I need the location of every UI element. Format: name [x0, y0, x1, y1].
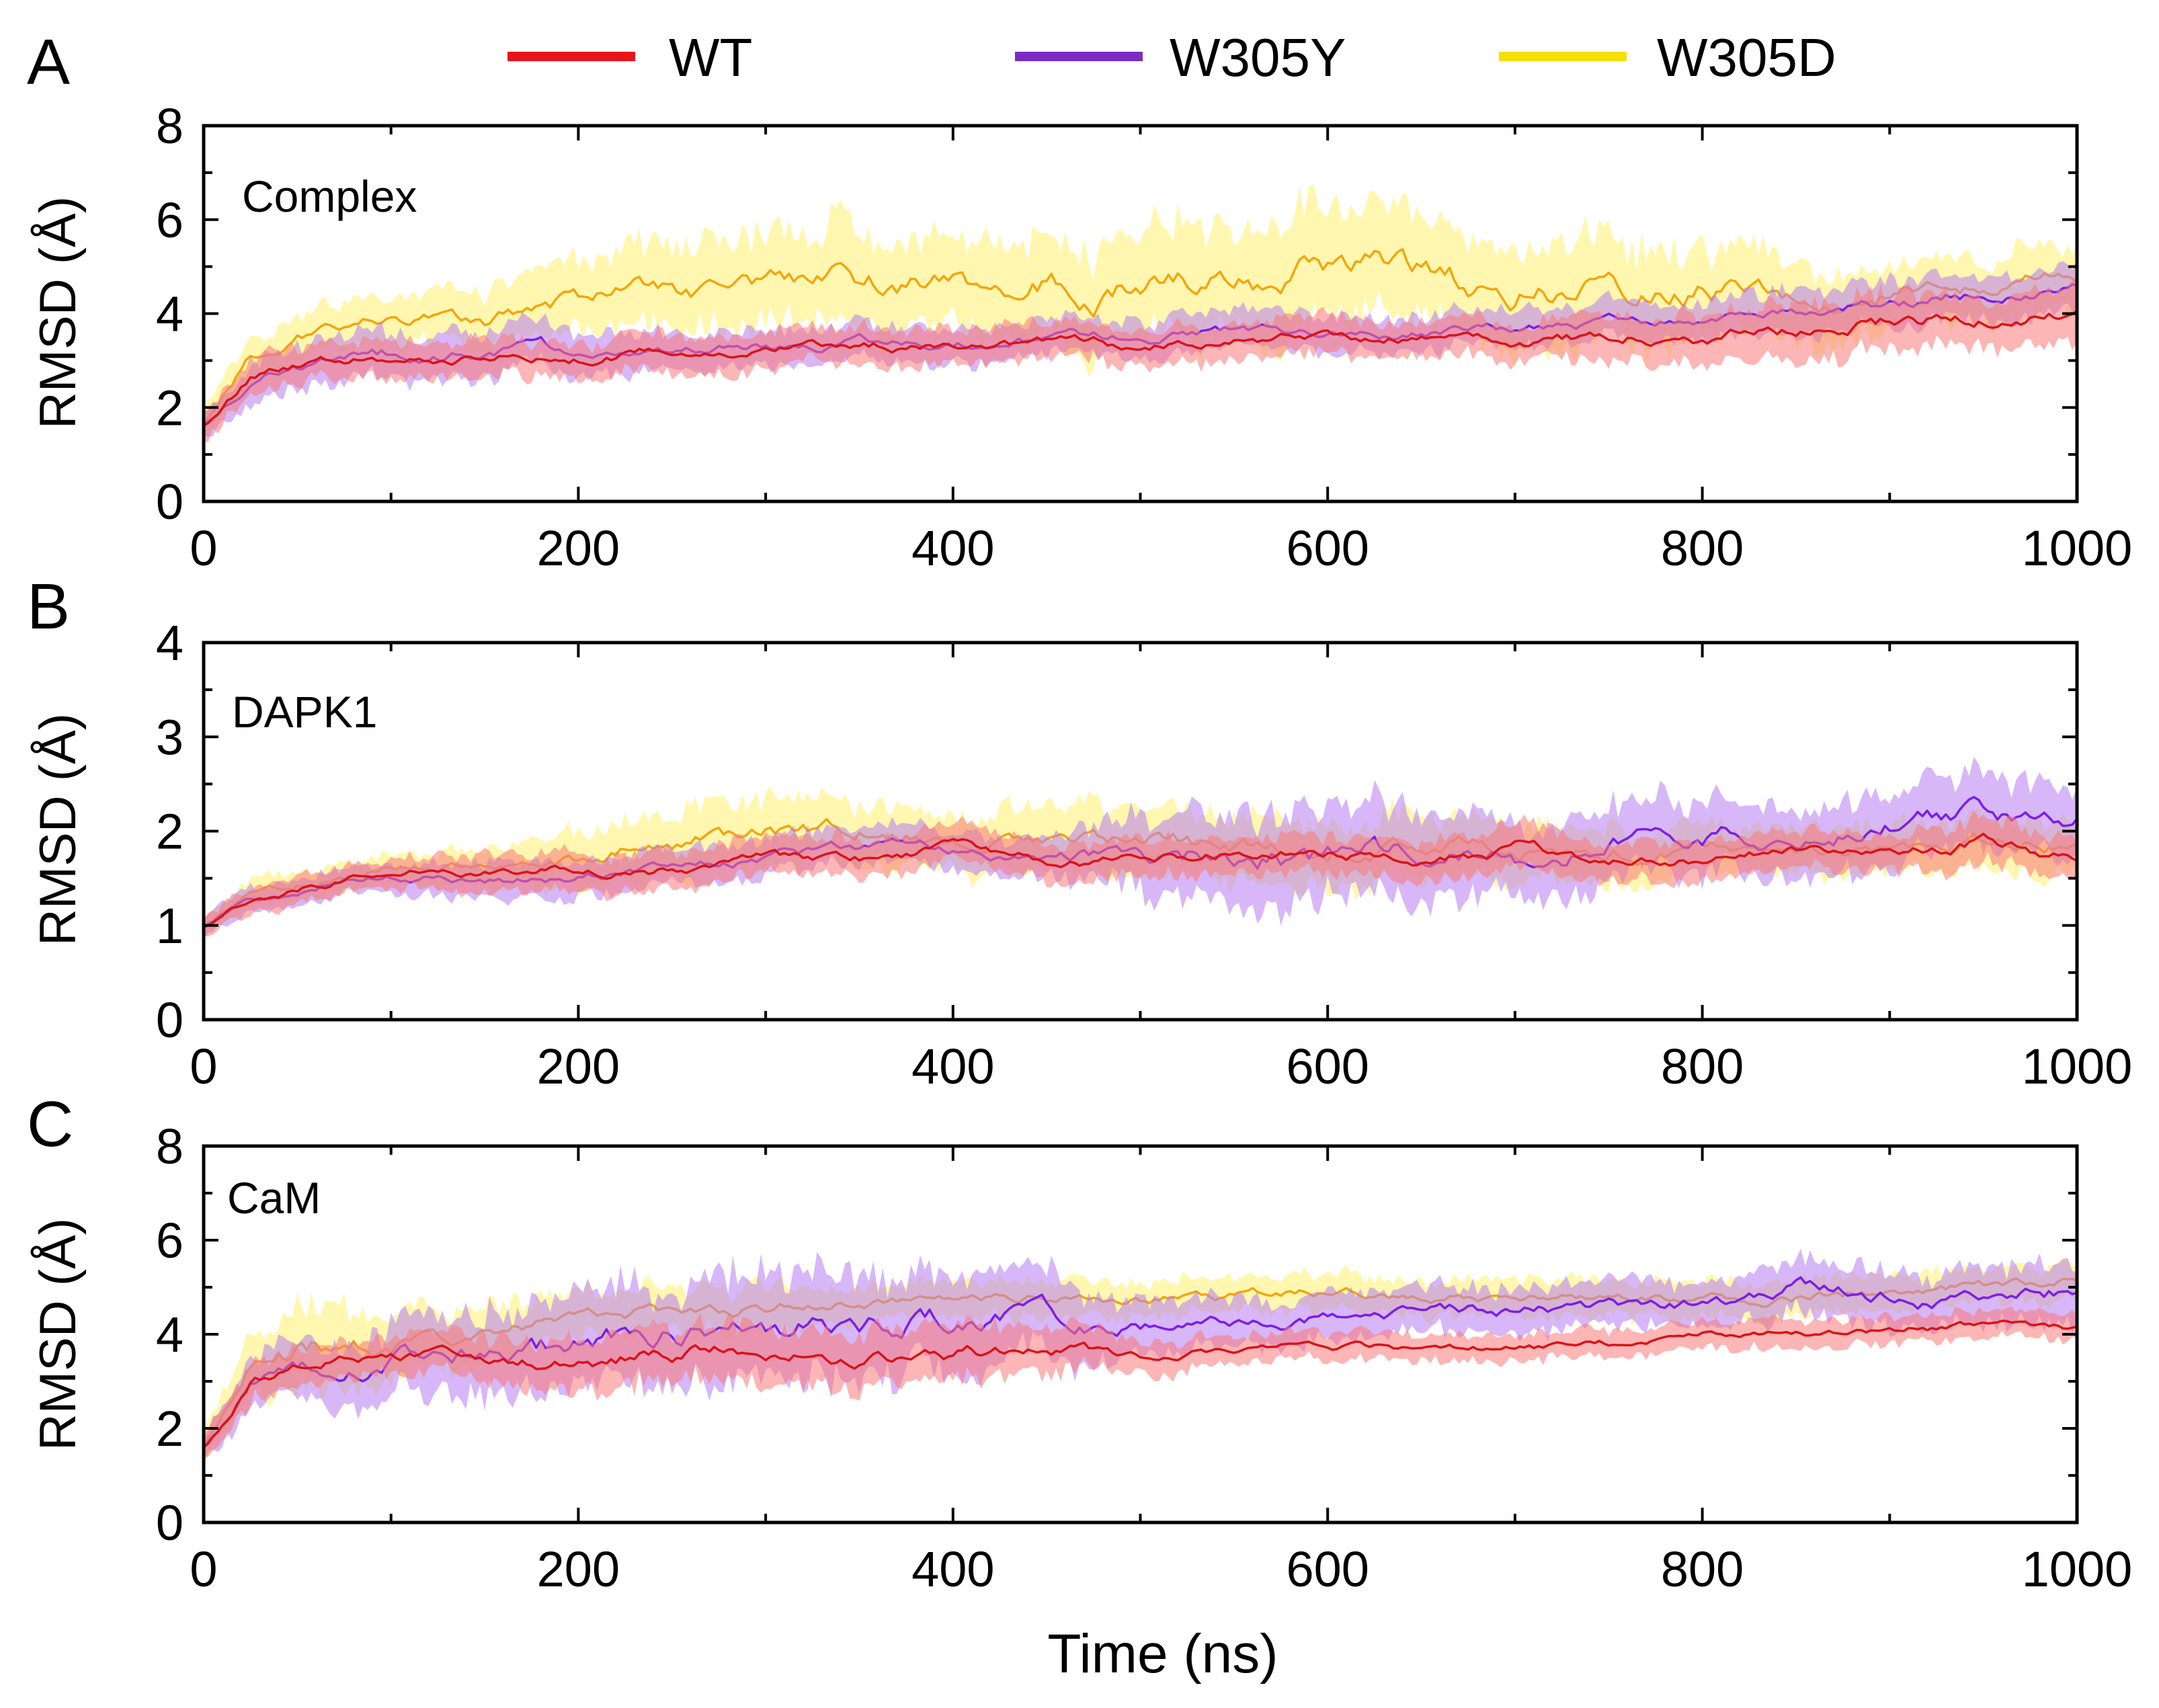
panel-a-ylabel: RMSD (Å) [30, 196, 87, 429]
panel-c-ytick-label: 4 [156, 1307, 184, 1363]
panel-c-ytick-label: 6 [156, 1213, 184, 1268]
panel-b-xtick-label: 600 [1286, 1039, 1369, 1094]
panel-c-xtick-label: 800 [1661, 1541, 1744, 1597]
panel-b-ytick-label: 4 [156, 615, 184, 671]
panel-c-ylabel: RMSD (Å) [30, 1218, 87, 1451]
panel-b-xtick-label: 400 [911, 1039, 994, 1094]
panel-c-name: CaM [227, 1173, 321, 1223]
panel-b-ytick-label: 3 [156, 709, 184, 765]
panel-c-xtick-label: 200 [537, 1541, 620, 1597]
panel-a-xtick-label: 0 [190, 520, 217, 576]
panel-letter-c: C [27, 1088, 73, 1160]
panel-a-xtick-label: 200 [537, 520, 620, 576]
panel-a-ytick-label: 6 [156, 192, 184, 248]
panel-a-series-layer [204, 184, 2077, 443]
panel-c-line-wt [204, 1319, 2077, 1449]
panel-c-xtick-label: 600 [1286, 1541, 1369, 1597]
panel-a-line-wt [204, 310, 2077, 427]
panel-c-ytick-label: 0 [156, 1495, 184, 1551]
panel-a: A 0 200 400 600 800 1000 0 2 4 6 8 Complex RMSD (Å… [27, 26, 2132, 576]
legend-label-w305d: W305D [1657, 28, 1836, 87]
panel-b-name: DAPK1 [232, 687, 377, 737]
panel-a-xtick-label: 1000 [2022, 520, 2133, 576]
legend-label-wt: WT [669, 28, 752, 87]
panel-a-ytick-label: 2 [156, 380, 184, 436]
panel-c-xtick-label: 1000 [2022, 1541, 2133, 1597]
legend-label-w305y: W305Y [1170, 28, 1346, 87]
panel-c-ytick-label: 8 [156, 1119, 184, 1174]
panel-c: C 0 200 400 600 800 1000 0 2 4 6 8 CaM RMSD (Å) [27, 1088, 2132, 1597]
panel-c-xtick-label: 0 [190, 1541, 217, 1597]
panel-a-ytick-label: 4 [156, 286, 184, 342]
panel-a-name: Complex [242, 171, 417, 221]
panel-b-xtick-label: 1000 [2022, 1039, 2133, 1094]
panel-a-xtick-label: 400 [911, 520, 994, 576]
panel-b: B 0 200 400 600 800 1000 0 1 2 3 4 DAPK1 RMSD (Å) [27, 571, 2132, 1094]
panel-c-ytick-label: 2 [156, 1401, 184, 1457]
panel-b-ytick-label: 1 [156, 898, 184, 954]
panel-a-line-w305d [204, 248, 2077, 426]
x-axis-title: Time (ns) [1047, 1623, 1278, 1684]
panel-c-plot: 0 200 400 600 800 1000 0 2 4 6 8 [156, 1119, 2132, 1597]
panel-b-line-wt [204, 832, 2077, 928]
legend: WT W305Y W305D [507, 28, 1836, 87]
panel-a-band-w305d [204, 184, 2077, 440]
panel-a-ytick-label: 0 [156, 474, 184, 530]
panel-b-band-wt [204, 810, 2077, 937]
panel-b-ylabel: RMSD (Å) [30, 713, 87, 946]
panel-a-xtick-label: 800 [1661, 520, 1744, 576]
panel-b-xtick-label: 0 [190, 1039, 217, 1094]
panel-letter-b: B [27, 571, 70, 643]
panel-b-ytick-label: 2 [156, 804, 184, 860]
panel-letter-a: A [27, 26, 70, 98]
panel-a-xtick-label: 600 [1286, 520, 1369, 576]
panel-c-xtick-label: 400 [911, 1541, 994, 1597]
panel-b-ytick-label: 0 [156, 992, 184, 1048]
panel-b-xtick-label: 200 [537, 1039, 620, 1094]
panel-b-series-layer [204, 756, 2077, 939]
panel-c-series-layer [204, 1248, 2077, 1465]
panel-a-plot: 0 200 400 600 800 1000 0 2 4 6 8 [156, 98, 2132, 576]
panel-b-plot: 0 200 400 600 800 1000 0 1 2 3 4 [156, 615, 2132, 1094]
panel-a-band-wt [204, 280, 2077, 443]
panel-b-xtick-label: 800 [1661, 1039, 1744, 1094]
panel-a-ytick-label: 8 [156, 98, 184, 154]
